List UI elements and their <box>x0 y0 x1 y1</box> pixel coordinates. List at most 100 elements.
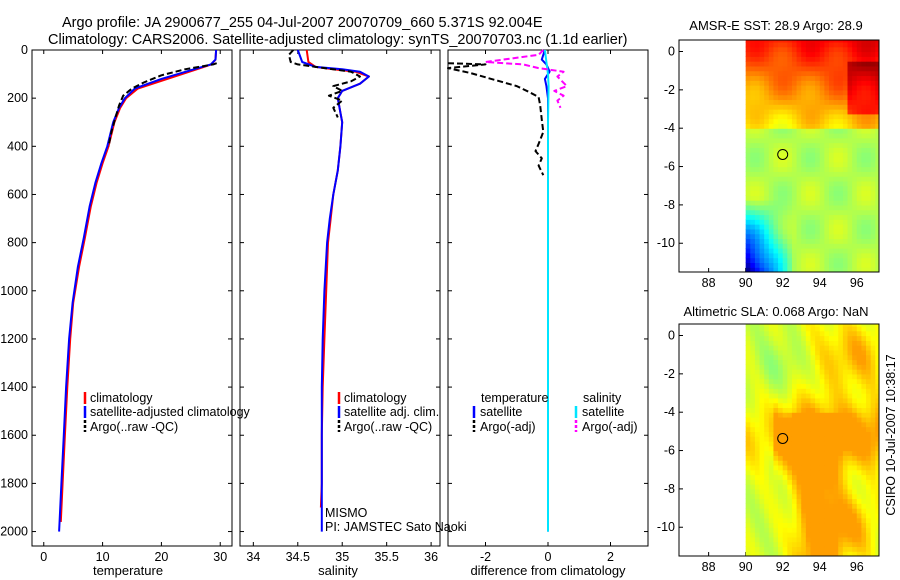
sla-cell <box>773 445 779 452</box>
sla-cell <box>796 440 802 447</box>
sst-cell <box>856 166 863 172</box>
sst-cell <box>847 180 853 187</box>
sst-cell <box>842 104 849 110</box>
sla-cell <box>773 388 779 394</box>
sla-cell <box>787 445 793 452</box>
sst-cell <box>768 180 775 187</box>
sst-cell <box>754 243 761 249</box>
sla-cell <box>838 508 844 514</box>
sst-cell <box>856 209 863 216</box>
sla-cell <box>870 373 876 380</box>
sst-cell <box>833 61 839 67</box>
sst-cell <box>759 204 765 211</box>
sst-cell <box>764 156 770 163</box>
sla-cell <box>861 407 867 413</box>
sla-cell <box>852 416 858 423</box>
sla-cell <box>810 393 816 399</box>
sla-cell <box>782 469 788 476</box>
sla-cell <box>815 464 821 471</box>
sla-cell <box>824 498 830 504</box>
sla-cell <box>745 383 751 389</box>
sst-cell <box>861 118 867 124</box>
sst-cell <box>759 152 765 158</box>
sst-cell <box>759 243 765 249</box>
sst-cell <box>796 51 802 57</box>
sst-cell <box>778 113 784 120</box>
sla-cell <box>782 450 788 456</box>
sst-cell <box>768 243 775 249</box>
sst-cell <box>754 147 761 153</box>
sst-cell <box>782 46 788 53</box>
sst-cell <box>764 89 770 96</box>
sla-cell <box>856 474 863 480</box>
sst-cell <box>856 252 863 259</box>
sla-cell <box>852 512 858 519</box>
sst-cell <box>819 65 825 72</box>
sst-cell <box>801 61 807 67</box>
sst-cell <box>787 248 793 254</box>
sla-cell <box>856 522 863 528</box>
sst-cell <box>773 243 779 249</box>
sla-cell <box>796 488 802 495</box>
sla-cell <box>782 546 788 552</box>
sla-cell <box>754 440 761 447</box>
sst-cell <box>787 61 793 67</box>
sst-cell <box>810 132 816 139</box>
sla-cell <box>768 416 775 423</box>
sla-cell <box>773 373 779 380</box>
sst-cell <box>861 109 867 115</box>
sst-cell <box>750 99 756 105</box>
sla-cell <box>833 354 839 361</box>
sst-cell <box>768 75 775 81</box>
sst-cell <box>819 152 825 158</box>
sla-cell <box>778 325 784 332</box>
sst-cell <box>838 228 844 235</box>
sla-cell <box>833 330 839 337</box>
sst-cell <box>875 147 879 153</box>
sst-cell <box>819 161 825 168</box>
sla-cell <box>856 493 863 500</box>
sla-cell <box>833 359 839 365</box>
sla-cell <box>810 373 816 380</box>
sla-cell <box>842 330 849 337</box>
sla-cell <box>842 445 849 452</box>
sst-cell <box>759 61 765 67</box>
sst-cell <box>768 104 775 110</box>
sla-cell <box>838 440 844 447</box>
sst-cell <box>833 224 839 230</box>
sst-cell <box>829 109 835 115</box>
sst-cell <box>745 40 751 43</box>
sst-cell <box>866 224 872 230</box>
sla-cell <box>787 412 793 418</box>
sst-cell <box>754 180 761 187</box>
sst-cell <box>773 94 779 101</box>
sla-cell <box>745 488 751 495</box>
sla-cell <box>875 383 879 389</box>
sla-cell <box>773 546 779 552</box>
sst-cell <box>852 70 858 77</box>
sla-cell <box>801 440 807 447</box>
sla-cell <box>856 393 863 399</box>
sst-cell <box>764 171 770 177</box>
sla-cell <box>754 536 761 543</box>
sla-cell <box>773 383 779 389</box>
sst-cell <box>754 70 761 77</box>
sst-cell <box>819 61 825 67</box>
sst-cell <box>829 161 835 168</box>
sla-cell <box>815 493 821 500</box>
sst-cell <box>782 41 788 48</box>
sla-cell <box>750 541 756 548</box>
sla-cell <box>815 402 821 408</box>
sla-cell <box>810 546 816 552</box>
sst-cell <box>801 123 807 129</box>
sst-cell <box>791 56 798 62</box>
sla-cell <box>791 484 798 490</box>
sla-cell <box>750 498 756 504</box>
sla-cell <box>764 345 770 351</box>
sla-cell <box>791 474 798 480</box>
sla-cell <box>852 373 858 380</box>
sst-cell <box>842 267 849 272</box>
sla-cell <box>870 488 876 495</box>
difference-series-temperature-argo-adj <box>447 62 545 176</box>
sla-cell <box>805 522 812 528</box>
